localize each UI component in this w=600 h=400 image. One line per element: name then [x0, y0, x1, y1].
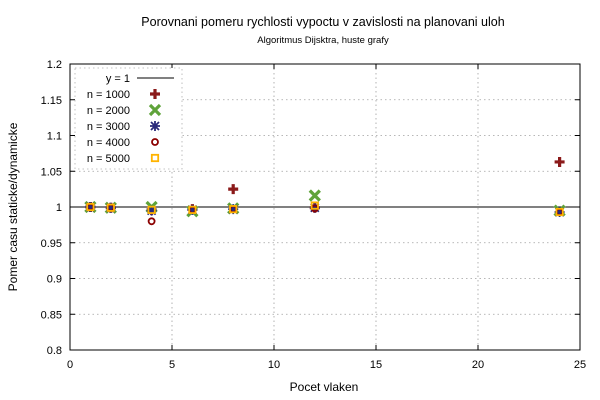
y-tick-label: 0.9 [47, 274, 62, 286]
y-tick-label: 0.85 [41, 309, 62, 321]
x-tick-label: 10 [268, 359, 280, 371]
chart-subtitle: Algoritmus Dijsktra, huste grafy [257, 35, 389, 46]
data-point [187, 204, 198, 215]
x-tick-label: 0 [67, 359, 73, 371]
data-point [106, 203, 115, 212]
data-point [105, 202, 116, 213]
data-point [555, 207, 564, 217]
data-point [229, 205, 238, 214]
legend-label: n = 5000 [87, 153, 130, 165]
legend-marker [148, 103, 162, 117]
plot-area-frame [69, 63, 581, 351]
data-point [147, 217, 156, 226]
x-tick-label: 25 [574, 359, 586, 371]
data-point [86, 202, 95, 212]
series-3 [85, 202, 565, 218]
legend-marker [150, 89, 160, 99]
legend: y = 1 n = 1000 n = 2000 n = 3000 n = 4000 n =… [74, 67, 183, 170]
data-point [228, 204, 239, 215]
data-point [310, 201, 319, 210]
series-2 [84, 189, 566, 218]
axis-ticks: 0 5 10 15 20 25 0.8 0.85 0.9 0.95 1 1.05 1.1 1.15 1.2 [41, 59, 587, 371]
legend-label: n = 1000 [87, 89, 130, 101]
x-tick-label: 20 [472, 359, 484, 371]
y-axis-label: Pomer casu staticke/dynamicke [6, 122, 20, 291]
y-tick-label: 1.15 [41, 95, 62, 107]
data-point [85, 202, 96, 212]
legend-marker [150, 121, 160, 131]
data-point [309, 202, 320, 213]
data-point [554, 207, 565, 218]
legend-label: y = 1 [106, 73, 130, 85]
legend-box [74, 67, 183, 170]
data-point [146, 205, 157, 216]
y-tick-label: 0.8 [47, 345, 62, 357]
x-tick-label: 15 [370, 359, 382, 371]
series-5 [86, 201, 564, 217]
legend-marker [150, 153, 160, 163]
data-point [308, 189, 321, 202]
data-points [84, 156, 566, 226]
data-point [228, 184, 239, 195]
y-tick-label: 0.95 [41, 238, 62, 250]
y-tick-label: 1.05 [41, 166, 62, 178]
x-tick-label: 5 [169, 359, 175, 371]
data-point [554, 156, 565, 167]
y-tick-label: 1.1 [47, 131, 62, 143]
legend-label: n = 2000 [87, 105, 130, 117]
legend-label: n = 3000 [87, 121, 130, 133]
y-tick-label: 1.2 [47, 59, 62, 71]
legend-marker [151, 138, 159, 146]
legend-label: n = 4000 [87, 137, 130, 149]
data-point [188, 205, 197, 214]
x-axis-label: Pocet vlaken [290, 380, 359, 394]
chart-title: Porovnani pomeru rychlosti vypoctu v zav… [141, 15, 504, 29]
data-point [147, 205, 156, 214]
y-tick-label: 1 [56, 202, 62, 214]
